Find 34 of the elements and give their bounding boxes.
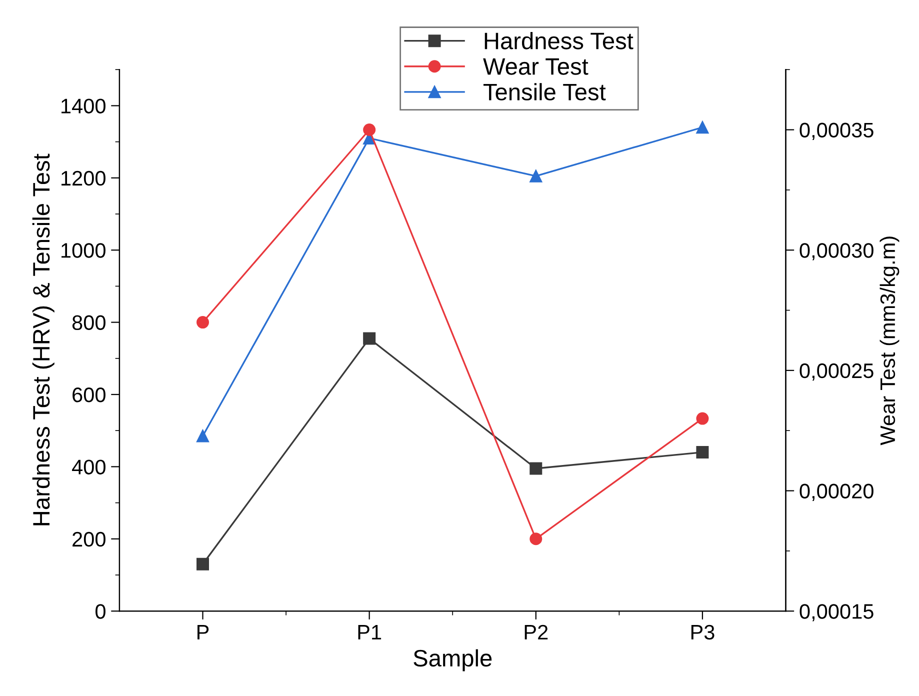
y-tick-label: 600 [72, 387, 106, 402]
point [696, 446, 709, 458]
y-tick-label: 0 [96, 604, 106, 619]
y2-tick-label: 0,00020 [800, 484, 874, 501]
x-axis-title: Sample [414, 649, 492, 672]
y-tick-label: 1200 [62, 170, 106, 186]
point [696, 121, 709, 134]
y-tick-label: 800 [72, 315, 106, 330]
y-tick-label: 200 [72, 532, 106, 547]
y-tick-label: 400 [72, 460, 106, 474]
y-tick-label: 1400 [62, 98, 106, 114]
y2-tick-label: 0,00030 [800, 243, 874, 260]
point [363, 332, 376, 345]
point [696, 412, 709, 425]
point [363, 124, 376, 136]
point [530, 462, 542, 475]
y-tick-label: 1000 [62, 243, 106, 258]
x-tick-label: P2 [524, 624, 548, 640]
x-tick-label: P1 [358, 625, 382, 640]
y2-tick-label: 0,00035 [800, 122, 874, 140]
legend-label: Hardness Test [484, 32, 634, 50]
legend-label: Tensile Test [483, 83, 606, 100]
y-axis-title: Hardness Test (HRV) & Tensile Test [32, 154, 54, 526]
point [530, 532, 542, 546]
point [196, 430, 210, 442]
point [196, 316, 210, 329]
point [196, 558, 210, 570]
point [530, 170, 542, 182]
y2-axis-title: Wear Test (mm3/kg.m) [880, 236, 900, 446]
legend-label: Wear Test [483, 58, 588, 75]
x-tick-label: P3 [691, 624, 714, 640]
y2-tick-label: 0,00025 [800, 363, 874, 381]
y2-tick-label: 0,00015 [800, 604, 874, 622]
x-tick-label: P [198, 625, 209, 640]
